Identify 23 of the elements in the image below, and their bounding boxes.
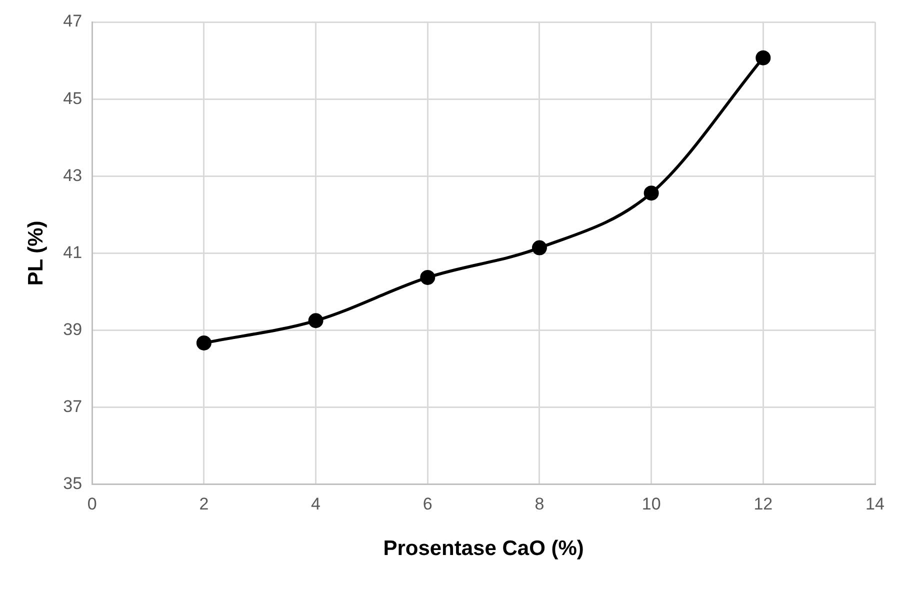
x-tick-label: 14 — [866, 494, 884, 514]
point — [756, 50, 771, 66]
x-tick-label: 0 — [87, 494, 97, 514]
y-tick-label: 35 — [63, 474, 82, 494]
x-tick-label: 4 — [311, 494, 321, 514]
x-tick-label: 12 — [754, 494, 773, 514]
y-tick-label: 41 — [63, 242, 82, 262]
point — [532, 240, 547, 256]
x-tick-label: 6 — [422, 494, 432, 514]
y-tick-label: 37 — [63, 397, 82, 416]
x-tick-label: 10 — [642, 494, 661, 514]
y-axis-title: PL (%) — [24, 220, 48, 286]
point — [644, 186, 659, 201]
point — [196, 335, 212, 350]
point — [308, 313, 324, 328]
y-tick-label: 39 — [63, 320, 82, 339]
x-axis-title: Prosentase CaO (%) — [383, 537, 584, 560]
point — [420, 270, 436, 285]
y-tick-label: 43 — [63, 166, 82, 185]
x-tick-label: 8 — [534, 494, 544, 514]
x-tick-label: 2 — [199, 494, 209, 514]
y-tick-label: 45 — [63, 88, 82, 108]
y-tick-label: 47 — [63, 12, 82, 31]
